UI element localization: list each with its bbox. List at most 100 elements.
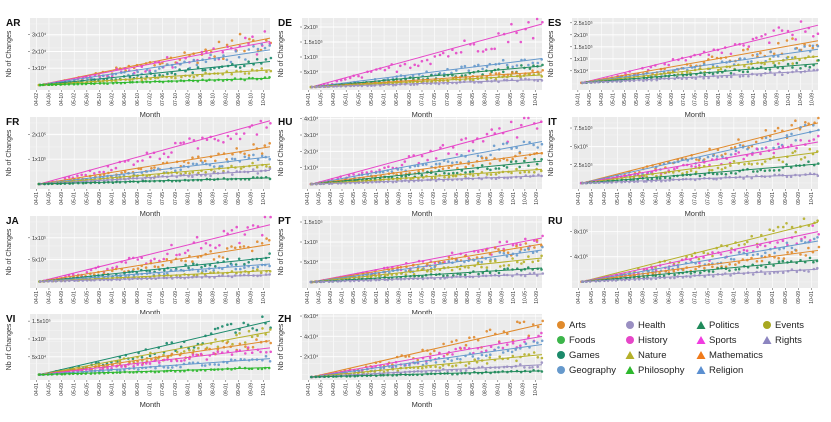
data-point <box>790 225 794 229</box>
data-point <box>458 346 462 350</box>
data-point <box>752 170 755 173</box>
data-point <box>817 134 820 138</box>
circle-marker-icon <box>763 321 771 330</box>
y-axis-label: Nb of Changes <box>548 129 555 176</box>
x-tick-label: 09-05 <box>236 291 242 304</box>
data-point <box>212 258 216 261</box>
data-point <box>174 66 177 69</box>
data-point <box>463 39 466 42</box>
data-point <box>153 265 157 268</box>
triangle-marker-icon <box>625 351 635 360</box>
data-point <box>200 50 204 54</box>
data-point <box>455 153 459 156</box>
x-tick-label: 07-09 <box>445 383 451 396</box>
data-point <box>229 137 233 141</box>
x-tick-label: 06-05 <box>667 291 673 304</box>
data-point <box>816 219 819 222</box>
panel-title: DE <box>278 18 292 29</box>
x-tick-label: 09-01 <box>477 291 483 304</box>
x-tick-label: 08-01 <box>185 291 191 304</box>
circle-marker-icon <box>626 336 634 345</box>
data-point <box>509 160 513 163</box>
data-point <box>734 268 737 271</box>
data-point <box>777 168 781 172</box>
data-point <box>455 339 458 342</box>
data-point <box>489 173 493 176</box>
y-tick-label: 1x10⁵ <box>304 54 318 61</box>
data-point <box>434 365 437 369</box>
data-point <box>200 266 203 269</box>
x-tick-label: 04-05 <box>589 291 595 304</box>
data-point <box>80 173 83 177</box>
data-point <box>694 77 698 80</box>
data-point <box>214 338 217 341</box>
legend-item-arts: Arts <box>556 320 586 331</box>
data-point <box>790 246 794 250</box>
x-tick-label: 06-09 <box>397 192 403 205</box>
circle-marker-icon <box>557 321 565 330</box>
y-tick-label: 2x10⁵ <box>574 32 588 39</box>
data-point <box>144 70 147 73</box>
data-point <box>251 168 255 171</box>
data-point <box>246 346 250 349</box>
x-tick-label: 10-01 <box>533 383 539 396</box>
data-point <box>235 225 238 229</box>
data-point <box>471 355 475 358</box>
data-point <box>719 253 723 256</box>
data-point <box>250 351 254 355</box>
data-point <box>485 65 489 68</box>
data-point <box>225 158 228 161</box>
data-point <box>746 147 749 151</box>
data-point <box>472 78 475 82</box>
trend-line <box>311 58 543 88</box>
data-point <box>707 76 710 80</box>
x-tick-label: 04-05 <box>587 93 593 106</box>
data-point <box>434 361 438 364</box>
chart-panel-ru: RU 4x10⁵ 8x10⁵ 04-01 04-05 04-09 05-01 05-05 05-… <box>548 216 821 304</box>
x-tick-label: 05-05 <box>628 192 634 205</box>
data-point <box>447 172 451 176</box>
data-point <box>403 75 407 78</box>
x-tick-label: 04-01 <box>575 93 581 106</box>
data-point <box>777 26 781 29</box>
trend-line <box>39 69 271 86</box>
data-point <box>438 366 442 369</box>
x-tick-label: 04-01 <box>576 291 582 304</box>
data-point <box>455 171 459 175</box>
x-tick-label: 09-05 <box>236 192 242 205</box>
data-point <box>484 248 488 252</box>
data-point <box>213 363 216 366</box>
data-point <box>459 358 462 361</box>
data-point <box>400 163 404 167</box>
x-tick-label: 05-09 <box>634 93 640 106</box>
data-point <box>536 341 539 345</box>
data-point <box>360 76 364 79</box>
x-tick-label: 04-01 <box>34 192 40 205</box>
data-point <box>425 362 428 365</box>
y-tick-label: 7.5x10⁵ <box>574 125 593 132</box>
x-tick-label: 08-01 <box>457 93 463 106</box>
data-point <box>702 76 705 80</box>
data-point <box>716 166 720 170</box>
data-point <box>447 260 451 263</box>
data-point <box>760 147 764 150</box>
x-tick-label: 09-01 <box>495 383 501 396</box>
data-point <box>812 35 815 38</box>
data-point <box>791 33 794 37</box>
data-point <box>153 166 156 169</box>
data-point <box>791 62 794 65</box>
data-point <box>785 39 789 42</box>
data-point <box>760 35 763 38</box>
data-point <box>536 356 540 359</box>
data-point <box>799 253 802 256</box>
data-point <box>541 20 544 24</box>
data-point <box>794 119 797 122</box>
data-point <box>729 251 733 254</box>
data-point <box>98 170 101 174</box>
x-tick-label: 10-02 <box>261 93 267 106</box>
data-point <box>476 50 480 53</box>
data-point <box>407 355 411 358</box>
data-point <box>192 58 196 62</box>
data-point <box>667 63 670 67</box>
x-tick-label: 05-01 <box>615 192 621 205</box>
